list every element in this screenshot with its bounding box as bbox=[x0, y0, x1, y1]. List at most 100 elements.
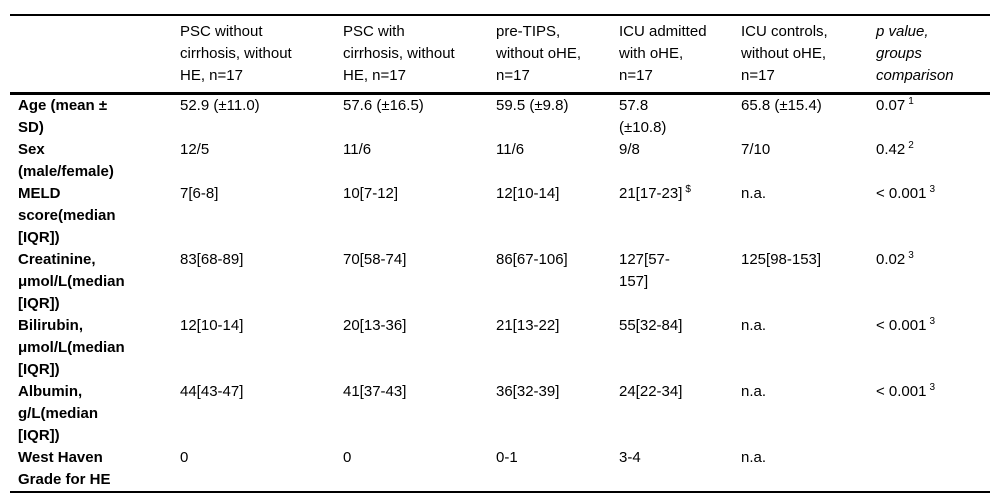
cell-value: 65.8 (±15.4) bbox=[741, 97, 822, 114]
row-label: West Haven Grade for HE bbox=[18, 449, 111, 488]
cell-value: n.a. bbox=[741, 449, 767, 466]
table-body: Age (mean ± SD) 52.9 (±11.0) 57.6 (±16.5) 5… bbox=[10, 94, 990, 493]
table-cell: 12/5 bbox=[180, 139, 343, 183]
cell-superscript: 3 bbox=[929, 382, 936, 393]
cell-value: 36[32-39] bbox=[496, 383, 560, 400]
table-cell: 41[37-43] bbox=[343, 381, 496, 447]
column-header: ICU admitted with oHE, n=17 bbox=[619, 15, 741, 95]
table-cell: 0 bbox=[343, 447, 496, 492]
cell-value: 57.6 (±16.5) bbox=[343, 97, 424, 114]
cell-value: 70[58-74] bbox=[343, 251, 407, 268]
table-cell: 55[32-84] bbox=[619, 315, 741, 381]
column-header: PSC without cirrhosis, without HE, n=17 bbox=[180, 15, 343, 95]
table-cell: 52.9 (±11.0) bbox=[180, 94, 343, 140]
table-header: PSC without cirrhosis, without HE, n=17 P… bbox=[10, 15, 990, 95]
cell-superscript: 1 bbox=[908, 96, 914, 107]
cell-value: 86[67-106] bbox=[496, 251, 568, 268]
cell-superscript: $ bbox=[685, 184, 691, 195]
header-row: PSC without cirrhosis, without HE, n=17 P… bbox=[10, 15, 990, 95]
table-row: Sex (male/female) 12/5 11/6 11/6 9/8 7/10 0.42… bbox=[10, 139, 990, 183]
table-cell: 11/6 bbox=[496, 139, 619, 183]
table-cell: 12[10-14] bbox=[496, 183, 619, 249]
table-cell: 0-1 bbox=[496, 447, 619, 492]
cell-value: < 0.001 bbox=[876, 383, 927, 400]
table-cell: 21[17-23] $ bbox=[619, 183, 741, 249]
cell-value: < 0.001 bbox=[876, 317, 927, 334]
table-cell: 127[57- 157] bbox=[619, 249, 741, 315]
table-cell: 36[32-39] bbox=[496, 381, 619, 447]
table-cell: < 0.001 3 bbox=[876, 315, 990, 381]
column-header: ICU controls, without oHE, n=17 bbox=[741, 15, 876, 95]
cell-value: n.a. bbox=[741, 383, 767, 400]
cell-value: 7[6-8] bbox=[180, 185, 219, 202]
column-header: p value, groups comparison bbox=[876, 15, 990, 95]
cell-value: 11/6 bbox=[343, 141, 372, 158]
cell-value: 20[13-36] bbox=[343, 317, 407, 334]
row-label: Age (mean ± SD) bbox=[18, 97, 108, 136]
table-row: Creatinine, μmol/L(median [IQR]) 83[68-89… bbox=[10, 249, 990, 315]
table-cell: 11/6 bbox=[343, 139, 496, 183]
table-row: MELD score(median [IQR]) 7[6-8] 10[7-12] 12… bbox=[10, 183, 990, 249]
row-label: Albumin, g/L(median [IQR]) bbox=[18, 383, 99, 444]
cell-superscript: 2 bbox=[908, 140, 914, 151]
cell-value: n.a. bbox=[741, 185, 767, 202]
cell-value: 0.42 bbox=[876, 141, 906, 158]
cell-value: 0 bbox=[343, 449, 352, 466]
table-cell: n.a. bbox=[741, 381, 876, 447]
table-row: West Haven Grade for HE 0 0 0-1 3-4 n.a. bbox=[10, 447, 990, 492]
cell-value: < 0.001 bbox=[876, 185, 927, 202]
cell-value: n.a. bbox=[741, 317, 767, 334]
table-cell: 86[67-106] bbox=[496, 249, 619, 315]
table-cell: 0 bbox=[180, 447, 343, 492]
table-cell: 9/8 bbox=[619, 139, 741, 183]
table-cell: n.a. bbox=[741, 315, 876, 381]
cell-value: 0-1 bbox=[496, 449, 518, 466]
table-cell: 0.02 3 bbox=[876, 249, 990, 315]
table-cell: 83[68-89] bbox=[180, 249, 343, 315]
table-row: Age (mean ± SD) 52.9 (±11.0) 57.6 (±16.5) 5… bbox=[10, 94, 990, 140]
cell-value: 12[10-14] bbox=[180, 317, 244, 334]
cell-value: 59.5 (±9.8) bbox=[496, 97, 569, 114]
cell-value: 12[10-14] bbox=[496, 185, 560, 202]
cell-superscript: 3 bbox=[908, 250, 914, 261]
cell-value: 83[68-89] bbox=[180, 251, 244, 268]
cell-value: 0 bbox=[180, 449, 189, 466]
row-label: Bilirubin, μmol/L(median [IQR]) bbox=[18, 317, 125, 378]
table-cell: 7[6-8] bbox=[180, 183, 343, 249]
cell-value: 52.9 (±11.0) bbox=[180, 97, 260, 114]
table-cell: 0.42 2 bbox=[876, 139, 990, 183]
table-cell: 0.07 1 bbox=[876, 94, 990, 140]
cell-value: 24[22-34] bbox=[619, 383, 683, 400]
table-cell: 70[58-74] bbox=[343, 249, 496, 315]
cell-value: 21[13-22] bbox=[496, 317, 560, 334]
table-cell: 3-4 bbox=[619, 447, 741, 492]
table-cell: < 0.001 3 bbox=[876, 183, 990, 249]
cell-value: 9/8 bbox=[619, 141, 640, 158]
cell-value: 0.07 bbox=[876, 97, 906, 114]
table-cell: 59.5 (±9.8) bbox=[496, 94, 619, 140]
cell-superscript: 3 bbox=[929, 316, 936, 327]
table-cell: n.a. bbox=[741, 447, 876, 492]
column-header: PSC with cirrhosis, without HE, n=17 bbox=[343, 15, 496, 95]
table-cell: 125[98-153] bbox=[741, 249, 876, 315]
cell-value: 57.8 (±10.8) bbox=[619, 97, 667, 136]
cell-value: 3-4 bbox=[619, 449, 641, 466]
table-cell: 24[22-34] bbox=[619, 381, 741, 447]
table-row: Bilirubin, μmol/L(median [IQR]) 12[10-14]… bbox=[10, 315, 990, 381]
table-cell: 7/10 bbox=[741, 139, 876, 183]
cell-value: 7/10 bbox=[741, 141, 771, 158]
table-cell bbox=[876, 447, 990, 492]
cell-value: 44[43-47] bbox=[180, 383, 244, 400]
table-cell: 44[43-47] bbox=[180, 381, 343, 447]
table-cell: 57.6 (±16.5) bbox=[343, 94, 496, 140]
table-cell: 65.8 (±15.4) bbox=[741, 94, 876, 140]
cell-value: 0.02 bbox=[876, 251, 906, 268]
patient-characteristics-table: PSC without cirrhosis, without HE, n=17 P… bbox=[10, 14, 990, 493]
table-cell: < 0.001 3 bbox=[876, 381, 990, 447]
cell-value: 10[7-12] bbox=[343, 185, 399, 202]
table-cell: 12[10-14] bbox=[180, 315, 343, 381]
cell-value: 125[98-153] bbox=[741, 251, 822, 268]
table-cell: n.a. bbox=[741, 183, 876, 249]
cell-value: 127[57- 157] bbox=[619, 251, 670, 290]
